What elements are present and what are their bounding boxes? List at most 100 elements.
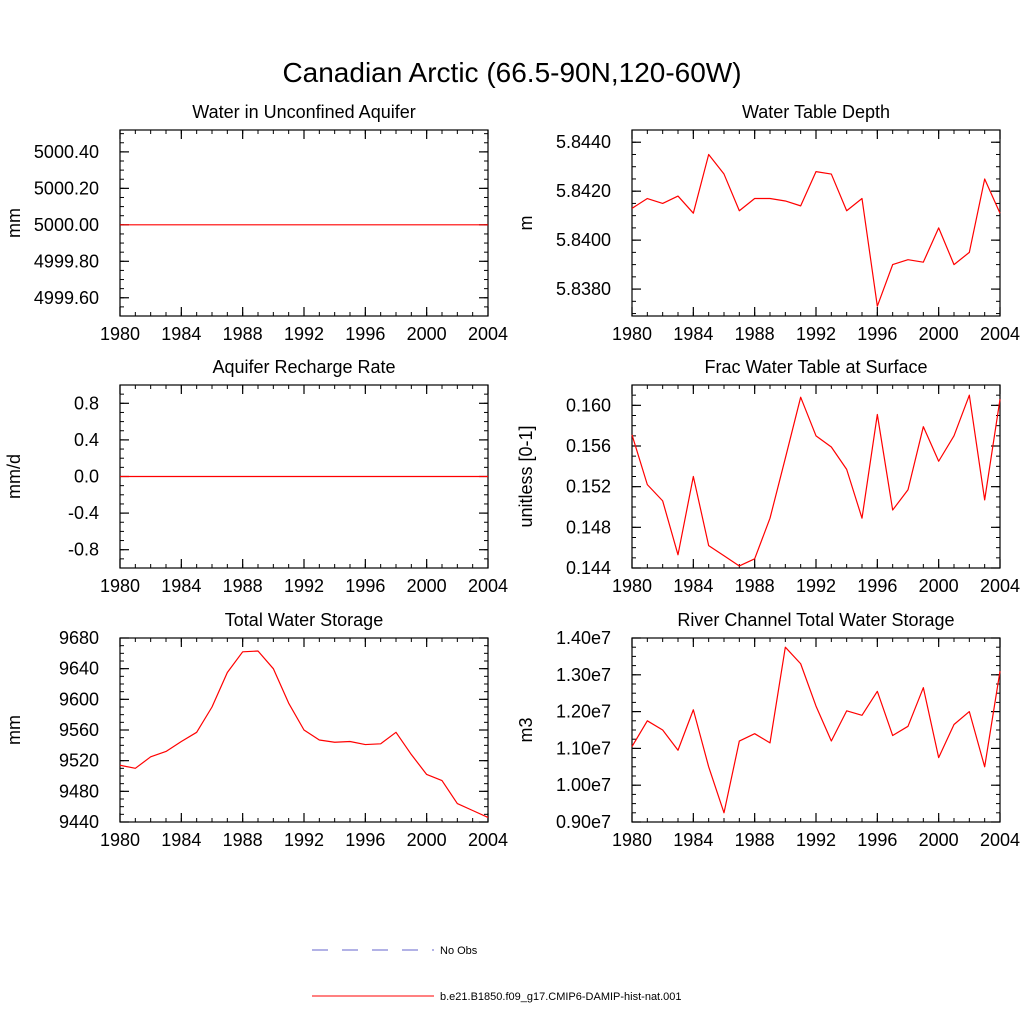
x-tick-label: 2000 bbox=[407, 324, 447, 344]
panel-title: Total Water Storage bbox=[225, 610, 383, 630]
x-tick-label: 2000 bbox=[407, 830, 447, 850]
plot-frame bbox=[631, 384, 1001, 569]
x-tick-label: 1992 bbox=[284, 324, 324, 344]
y-tick-label: 9560 bbox=[59, 720, 99, 740]
x-tick-label: 1992 bbox=[796, 324, 836, 344]
panel-4: Frac Water Table at Surface unitless [0-1… bbox=[516, 357, 1020, 596]
x-tick-label: 1988 bbox=[735, 830, 775, 850]
x-tick-label: 1984 bbox=[161, 830, 201, 850]
y-axis-label: m3 bbox=[516, 717, 536, 742]
y-tick-label: 0.160 bbox=[566, 395, 611, 415]
legend-label: No Obs bbox=[440, 945, 478, 957]
y-tick-label: 5.8440 bbox=[556, 132, 611, 152]
y-tick-label: 1.30e7 bbox=[556, 665, 611, 685]
y-tick-label: 1.10e7 bbox=[556, 738, 611, 758]
y-axis-label: unitless [0-1] bbox=[516, 425, 536, 527]
x-tick-label: 2004 bbox=[468, 830, 508, 850]
x-tick-label: 1996 bbox=[345, 324, 385, 344]
y-tick-label: 5.8400 bbox=[556, 230, 611, 250]
x-tick-label: 2004 bbox=[468, 576, 508, 596]
x-tick-label: 1988 bbox=[223, 830, 263, 850]
x-tick-label: 1980 bbox=[612, 576, 652, 596]
y-tick-label: 1.40e7 bbox=[556, 628, 611, 648]
y-tick-label: 9600 bbox=[59, 689, 99, 709]
x-tick-label: 1996 bbox=[857, 576, 897, 596]
y-tick-label: 0.148 bbox=[566, 517, 611, 537]
panel-title: River Channel Total Water Storage bbox=[677, 610, 954, 630]
panel-title: Water in Unconfined Aquifer bbox=[192, 102, 415, 122]
figure-title: Canadian Arctic (66.5-90N,120-60W) bbox=[282, 57, 741, 88]
x-tick-label: 2000 bbox=[919, 830, 959, 850]
y-axis-label: mm bbox=[4, 715, 24, 745]
y-tick-label: 1.20e7 bbox=[556, 702, 611, 722]
y-tick-label: 0.90e7 bbox=[556, 812, 611, 832]
y-tick-label: 5000.40 bbox=[34, 142, 99, 162]
panel-3: Aquifer Recharge Rate mm/d 1980 1984 1988 199… bbox=[4, 357, 508, 596]
legend: No Obs b.e21.B1850.f09_g17.CMIP6-DAMIP-hi… bbox=[312, 945, 682, 1003]
panel-title: Aquifer Recharge Rate bbox=[212, 357, 395, 377]
y-axis-label: m bbox=[516, 216, 536, 231]
y-tick-label: 0.152 bbox=[566, 477, 611, 497]
y-tick-label: 0.144 bbox=[566, 558, 611, 578]
series-line bbox=[119, 650, 489, 818]
x-tick-label: 1984 bbox=[161, 324, 201, 344]
y-tick-label: -0.4 bbox=[68, 503, 99, 523]
y-tick-label: 9480 bbox=[59, 781, 99, 801]
y-tick-label: 9440 bbox=[59, 812, 99, 832]
panel-6: River Channel Total Water Storage m3 1980 1… bbox=[516, 610, 1020, 850]
x-tick-label: 1996 bbox=[345, 576, 385, 596]
series-line bbox=[631, 153, 1001, 307]
y-tick-label: 9680 bbox=[59, 628, 99, 648]
x-tick-label: 1980 bbox=[100, 324, 140, 344]
panel-5: Total Water Storage mm 1980 1984 1988 1992 199… bbox=[4, 610, 508, 850]
x-tick-label: 1996 bbox=[857, 830, 897, 850]
x-tick-label: 1996 bbox=[345, 830, 385, 850]
x-tick-label: 1980 bbox=[100, 576, 140, 596]
x-tick-label: 1996 bbox=[857, 324, 897, 344]
y-tick-label: 1.00e7 bbox=[556, 775, 611, 795]
x-tick-label: 2004 bbox=[468, 324, 508, 344]
plot-frame bbox=[631, 129, 1001, 317]
y-tick-label: 0.0 bbox=[74, 467, 99, 487]
x-tick-label: 1988 bbox=[735, 324, 775, 344]
y-tick-label: 0.8 bbox=[74, 393, 99, 413]
x-tick-label: 1984 bbox=[673, 576, 713, 596]
x-tick-label: 2000 bbox=[919, 576, 959, 596]
x-tick-label: 1992 bbox=[796, 830, 836, 850]
y-tick-label: 5000.20 bbox=[34, 178, 99, 198]
x-tick-label: 1984 bbox=[673, 830, 713, 850]
x-tick-label: 1992 bbox=[796, 576, 836, 596]
panels: Water in Unconfined Aquifer mm 1980 1984 198… bbox=[4, 102, 1020, 850]
x-tick-label: 1988 bbox=[735, 576, 775, 596]
y-tick-label: 5.8380 bbox=[556, 279, 611, 299]
x-tick-label: 2004 bbox=[980, 324, 1020, 344]
y-tick-label: 4999.60 bbox=[34, 288, 99, 308]
series-line bbox=[631, 646, 1001, 814]
y-tick-label: 9520 bbox=[59, 751, 99, 771]
y-axis-label: mm bbox=[4, 208, 24, 238]
plot-frame bbox=[119, 129, 489, 317]
x-tick-label: 1984 bbox=[673, 324, 713, 344]
legend-label: b.e21.B1850.f09_g17.CMIP6-DAMIP-hist-nat… bbox=[440, 991, 682, 1003]
panel-2: Water Table Depth m 1980 1984 1988 1992 1996 20… bbox=[516, 102, 1020, 344]
panel-1: Water in Unconfined Aquifer mm 1980 1984 198… bbox=[4, 102, 508, 344]
x-tick-label: 1988 bbox=[223, 324, 263, 344]
x-tick-label: 1980 bbox=[612, 324, 652, 344]
x-tick-label: 1984 bbox=[161, 576, 201, 596]
x-tick-label: 1980 bbox=[100, 830, 140, 850]
x-tick-label: 2000 bbox=[919, 324, 959, 344]
y-tick-label: 9640 bbox=[59, 659, 99, 679]
plot-frame bbox=[631, 637, 1001, 823]
y-tick-label: 4999.80 bbox=[34, 251, 99, 271]
x-tick-label: 1992 bbox=[284, 830, 324, 850]
y-axis-label: mm/d bbox=[4, 454, 24, 499]
x-tick-label: 1980 bbox=[612, 830, 652, 850]
x-tick-label: 1988 bbox=[223, 576, 263, 596]
y-tick-label: 0.4 bbox=[74, 430, 99, 450]
x-tick-label: 2004 bbox=[980, 576, 1020, 596]
x-tick-label: 2000 bbox=[407, 576, 447, 596]
series-line bbox=[631, 394, 1001, 567]
y-tick-label: 5.8420 bbox=[556, 181, 611, 201]
x-tick-label: 2004 bbox=[980, 830, 1020, 850]
panel-title: Frac Water Table at Surface bbox=[704, 357, 927, 377]
